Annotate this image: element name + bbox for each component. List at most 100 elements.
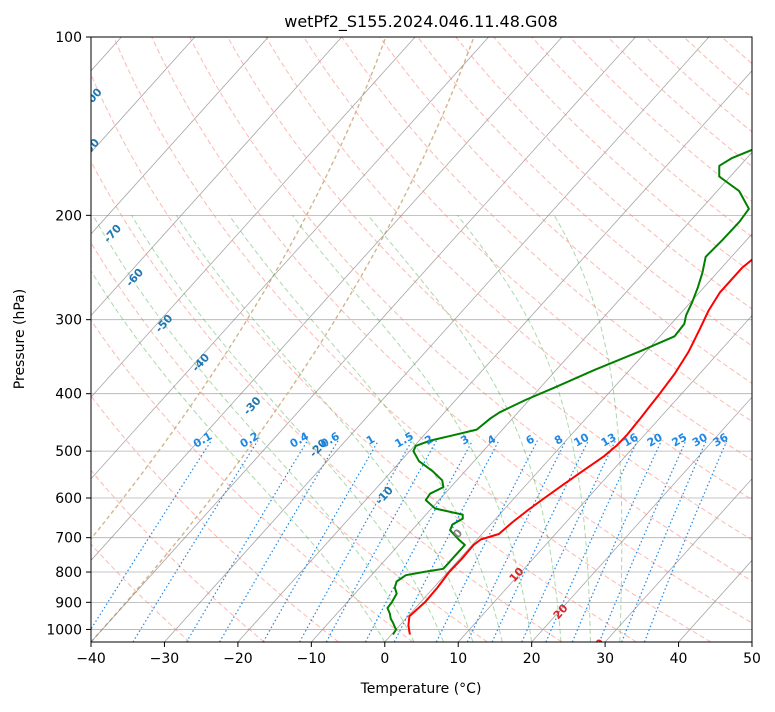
isotherm-line (679, 37, 775, 642)
y-tick-label: 600 (55, 491, 82, 507)
y-tick-label: 300 (55, 313, 82, 329)
isotherm-label: 40 (624, 671, 644, 691)
isotherm-label: 20 (551, 602, 571, 622)
x-tick-label: 10 (449, 651, 467, 667)
mixing-ratio-label: 0.6 (318, 429, 342, 450)
y-tick-label: 1000 (46, 622, 82, 638)
mixing-ratio-line (220, 441, 339, 642)
isotherm-line (458, 37, 775, 642)
mixing-ratio-label: 20 (645, 430, 665, 449)
y-tick-label: 800 (55, 565, 82, 581)
dry-adiabat-line (722, 37, 775, 642)
moist-adiabat-line (132, 215, 444, 642)
moist-adiabat-line (176, 215, 473, 642)
isotherm-label: -70 (101, 222, 124, 246)
isotherm-label: -50 (153, 312, 176, 336)
isotherm-line (164, 37, 709, 642)
isotherm-line (752, 37, 775, 642)
isotherm-label: -30 (241, 394, 264, 418)
x-axis-title: Temperature (°C) (360, 681, 482, 697)
dry-adiabat-line (380, 37, 775, 642)
mixing-ratio-label: 1 (364, 433, 377, 448)
isotherm-label: -40 (189, 351, 212, 375)
isotherm-label: 10 (507, 565, 527, 585)
dry-adiabat-line (0, 37, 487, 642)
mixing-ratio-line (326, 441, 436, 642)
chart-title: wetPf2_S155.2024.046.11.48.G08 (284, 12, 558, 32)
y-tick-label: 500 (55, 444, 82, 460)
mixing-ratio-line (394, 441, 499, 642)
dry-adiabat-line (0, 37, 413, 642)
profile-series (388, 37, 775, 635)
isotherm-line (605, 37, 775, 642)
isotherm-label: -10 (373, 484, 396, 508)
dry-adiabats (0, 37, 775, 642)
curved-reference-line (91, 37, 474, 642)
dry-adiabat-line (266, 37, 775, 642)
isotherm-line (385, 37, 775, 642)
dry-adiabat-line (418, 37, 775, 642)
dry-adiabat-line (152, 37, 775, 642)
isotherm-line (0, 37, 342, 642)
series-line-1 (388, 37, 775, 635)
x-tick-label: 20 (523, 651, 541, 667)
mixing-ratio-label: 1.5 (392, 430, 415, 451)
mixing-ratio-line (492, 441, 588, 642)
x-tick-label: 50 (743, 651, 761, 667)
mixing-ratio-label: 8 (552, 433, 565, 448)
mixing-ratio-line (133, 441, 258, 642)
dry-adiabat-line (456, 37, 775, 642)
x-tick-label: 30 (596, 651, 614, 667)
x-tick-label: 40 (670, 651, 688, 667)
pressure-grid (91, 37, 752, 629)
dry-adiabat-line (76, 37, 637, 642)
moist-adiabats (59, 215, 622, 642)
mixing-ratio-label: 4 (485, 432, 498, 447)
y-tick-label: 400 (55, 387, 82, 403)
x-tick-label: −20 (223, 651, 253, 667)
dry-adiabat-line (0, 37, 264, 642)
mixing-ratio-label: 3 (458, 433, 471, 448)
isotherm-line (0, 37, 268, 642)
x-tick-label: −40 (76, 651, 106, 667)
isotherm-line (91, 37, 636, 642)
mixing-ratio-label: 36 (711, 430, 731, 449)
mixing-ratio-label: 16 (621, 430, 641, 449)
x-tick-label: 0 (380, 651, 389, 667)
y-tick-label: 200 (55, 208, 82, 224)
isotherm-label: -60 (123, 266, 146, 290)
mixing-ratio-label: 25 (670, 431, 690, 450)
moist-adiabat-line (368, 215, 561, 642)
y-tick-label: 900 (55, 595, 82, 611)
dry-adiabat-line (570, 37, 775, 642)
mixing-ratio-label: 0.4 (288, 429, 312, 450)
mixing-ratio-line (300, 441, 412, 642)
isotherm-line (18, 37, 563, 642)
y-tick-label: 100 (55, 30, 82, 46)
x-tick-label: −30 (150, 651, 180, 667)
dry-adiabat-line (684, 37, 775, 642)
mixing-ratio-label: 10 (571, 430, 591, 449)
mixing-ratio-line (366, 441, 473, 642)
x-axis: −40 −30 −20 −10 0 10 20 30 40 50 (76, 642, 761, 667)
reference-line-labels: -100-90-80-70-60-50-40-30-20-10010203040… (72, 85, 731, 691)
moist-adiabat-line (292, 215, 531, 642)
curved-reference-lines (3, 37, 474, 642)
dry-adiabat-line (760, 37, 775, 642)
isotherm-line (0, 37, 415, 642)
dry-adiabat-line (0, 37, 190, 642)
plot-frame (91, 37, 752, 642)
plot-area: -100-90-80-70-60-50-40-30-20-10010203040… (0, 37, 775, 691)
x-tick-label: −10 (297, 651, 327, 667)
y-axis: 100 200 300 400 500 600 700 800 900 1000 (46, 30, 91, 638)
dry-adiabat-line (494, 37, 775, 642)
mixing-ratio-line (263, 441, 378, 642)
y-tick-label: 700 (55, 531, 82, 547)
isotherm-line (0, 37, 489, 642)
y-axis-title: Pressure (hPa) (12, 289, 28, 389)
mixing-ratio-label: 0.2 (238, 430, 261, 451)
mixing-ratio-label: 0.1 (191, 430, 214, 451)
isotherm-label: -80 (72, 183, 95, 207)
dry-adiabat-line (608, 37, 775, 642)
